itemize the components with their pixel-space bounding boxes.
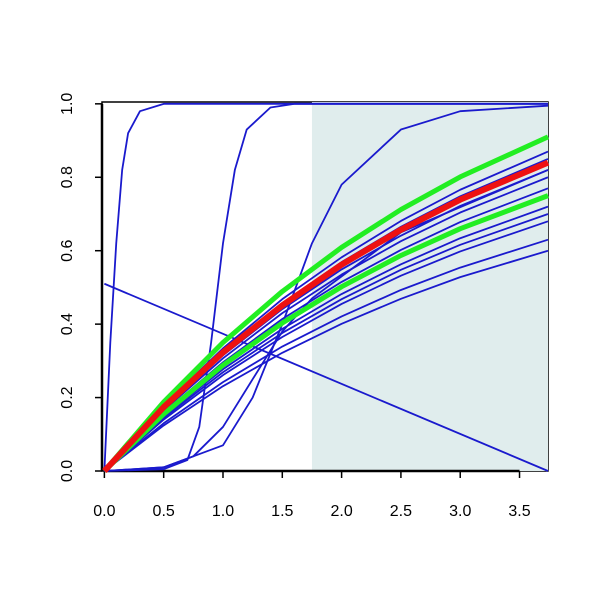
curve [102,134,550,473]
curve [102,159,550,474]
curve [102,193,549,473]
y-tick-label: 0.8 [59,166,76,188]
y-tick-label: 0.2 [59,386,76,408]
curve [104,102,548,472]
x-tick-label: 2.0 [330,503,352,520]
x-tick-label: 1.0 [212,503,234,520]
curve [103,238,549,472]
x-tick-label: 3.0 [449,503,471,520]
y-tick-label: 1.0 [59,93,76,115]
shaded-region [311,102,548,471]
y-tick-label: 0.0 [59,460,76,482]
y-tick-label: 0.6 [59,239,76,261]
x-tick-label: 3.5 [508,503,530,520]
x-tick-label: 2.5 [390,503,412,520]
x-tick-label: 0.5 [153,503,175,520]
curve [104,169,549,472]
x-tick-label: 1.5 [271,503,293,520]
curve [103,249,549,472]
curve [104,282,549,472]
curve [103,102,548,472]
y-tick-label: 0.4 [59,313,76,335]
curve [103,220,549,472]
x-tick-label: 0.0 [93,503,115,520]
curve [103,213,549,472]
